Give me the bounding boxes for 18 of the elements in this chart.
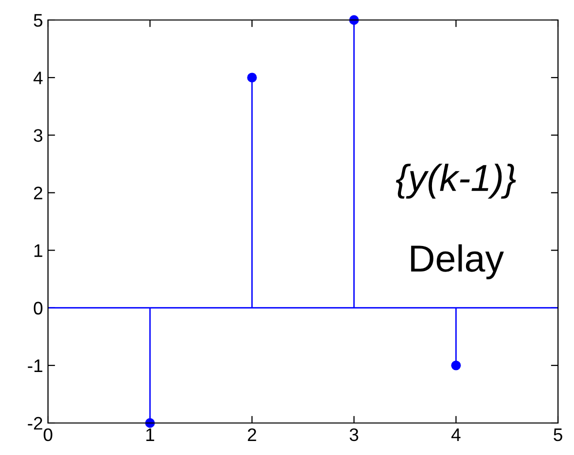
x-tick-label: 1	[146, 428, 154, 441]
annotation: {y(k-1)}	[396, 164, 516, 199]
y-tick-label: -1	[28, 360, 42, 372]
y-tick-label: 4	[34, 72, 43, 84]
y-tick-label: 3	[34, 129, 42, 142]
y-tick-label: 0	[34, 302, 42, 315]
x-tick-label: 5	[554, 428, 562, 442]
x-tick-label: 3	[350, 428, 358, 442]
x-tick-label: 2	[248, 428, 256, 441]
x-tick-label: 0	[44, 428, 52, 442]
annotation: Delay	[411, 244, 504, 280]
y-tick-label: 1	[34, 244, 42, 257]
point	[451, 360, 461, 370]
point	[247, 72, 257, 82]
y-tick-label: 5	[34, 14, 42, 27]
x-tick-label: 4	[451, 428, 460, 441]
y-tick-label: 2	[34, 186, 42, 200]
y-tick-label: -2	[28, 416, 42, 430]
